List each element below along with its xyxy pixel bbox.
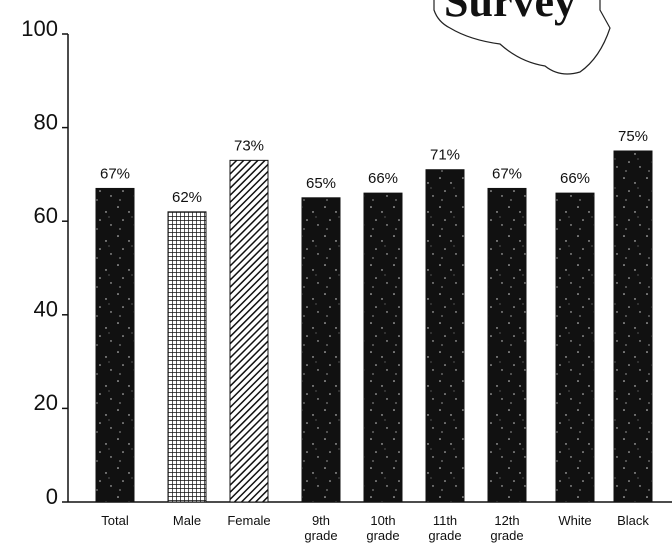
value-label: 66% <box>368 170 398 187</box>
bar <box>425 169 465 503</box>
x-tick-label: Total <box>101 513 129 528</box>
bar <box>301 197 341 503</box>
x-tick-label: 12th grade <box>490 513 524 543</box>
y-tick-label: 80 <box>34 109 58 134</box>
annotation-box <box>433 0 611 75</box>
value-label: 67% <box>492 165 522 182</box>
value-label: 73% <box>234 137 264 154</box>
value-label: 71% <box>430 147 460 164</box>
y-tick-label: 100 <box>21 16 58 41</box>
x-tick-label: Black <box>617 513 649 528</box>
y-tick-label: 40 <box>34 297 58 322</box>
x-tick-label: Male <box>172 513 202 528</box>
bar <box>229 159 269 503</box>
bar <box>363 192 403 503</box>
value-label: 65% <box>306 175 336 192</box>
x-tick-label: 11th grade <box>428 513 462 543</box>
value-label: 67% <box>100 165 130 182</box>
value-label: 62% <box>172 189 202 206</box>
y-tick-label: 20 <box>34 390 58 415</box>
y-tick-label: 60 <box>34 203 58 228</box>
bar <box>613 150 653 503</box>
x-tick-label: Female <box>227 513 271 528</box>
bar <box>167 211 207 503</box>
annotation: Survey <box>444 0 576 26</box>
x-tick-label: White <box>558 513 592 528</box>
bar <box>555 192 595 503</box>
x-tick-label: 9th grade <box>304 513 338 543</box>
value-label: 66% <box>560 170 590 187</box>
value-label: 75% <box>618 128 648 145</box>
bar <box>487 187 527 503</box>
x-tick-label: 10th grade <box>366 513 400 543</box>
y-tick-label: 0 <box>46 484 58 509</box>
bar <box>95 187 135 503</box>
